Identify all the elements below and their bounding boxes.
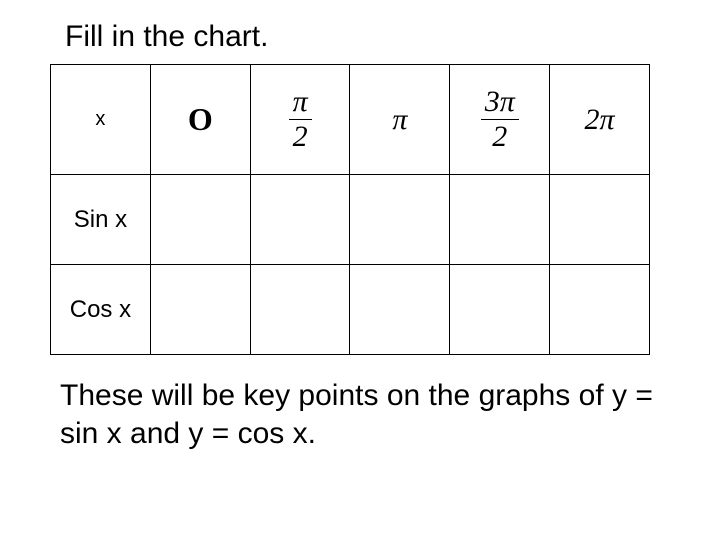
math-pi: π: [392, 103, 407, 136]
table-cell: [150, 265, 250, 355]
col-header-3: 3π 2: [450, 65, 550, 175]
slide-footer-text: These will be key points on the graphs o…: [60, 377, 660, 452]
col-header-0: O: [150, 65, 250, 175]
math-zero: O: [188, 101, 213, 137]
row-header-sin: Sin x: [51, 175, 151, 265]
fraction-numerator: π: [289, 87, 312, 120]
slide-container: Fill in the chart. x O π 2 π 3π 2: [0, 0, 720, 472]
table-cell: [150, 175, 250, 265]
slide-title: Fill in the chart.: [65, 20, 660, 54]
table-cell: [450, 265, 550, 355]
row-header-cos: Cos x: [51, 265, 151, 355]
math-2pi: 2π: [585, 103, 615, 136]
table-cell: [550, 265, 650, 355]
table-cell: [550, 175, 650, 265]
table-cell: [450, 175, 550, 265]
table-row: Sin x: [51, 175, 650, 265]
table-cell: [250, 265, 350, 355]
table-cell: [350, 175, 450, 265]
table-cell: [350, 265, 450, 355]
col-header-2: π: [350, 65, 450, 175]
fraction-denominator: 2: [481, 120, 519, 152]
col-header-4: 2π: [550, 65, 650, 175]
fraction-denominator: 2: [289, 120, 312, 152]
trig-chart-table: x O π 2 π 3π 2 2π: [50, 64, 650, 355]
fraction-pi-2: π 2: [289, 87, 312, 152]
table-row: Cos x: [51, 265, 650, 355]
table-cell: [250, 175, 350, 265]
row-header-x: x: [51, 65, 151, 175]
fraction-3pi-2: 3π 2: [481, 87, 519, 152]
table-row: x O π 2 π 3π 2 2π: [51, 65, 650, 175]
fraction-numerator: 3π: [481, 87, 519, 120]
col-header-1: π 2: [250, 65, 350, 175]
